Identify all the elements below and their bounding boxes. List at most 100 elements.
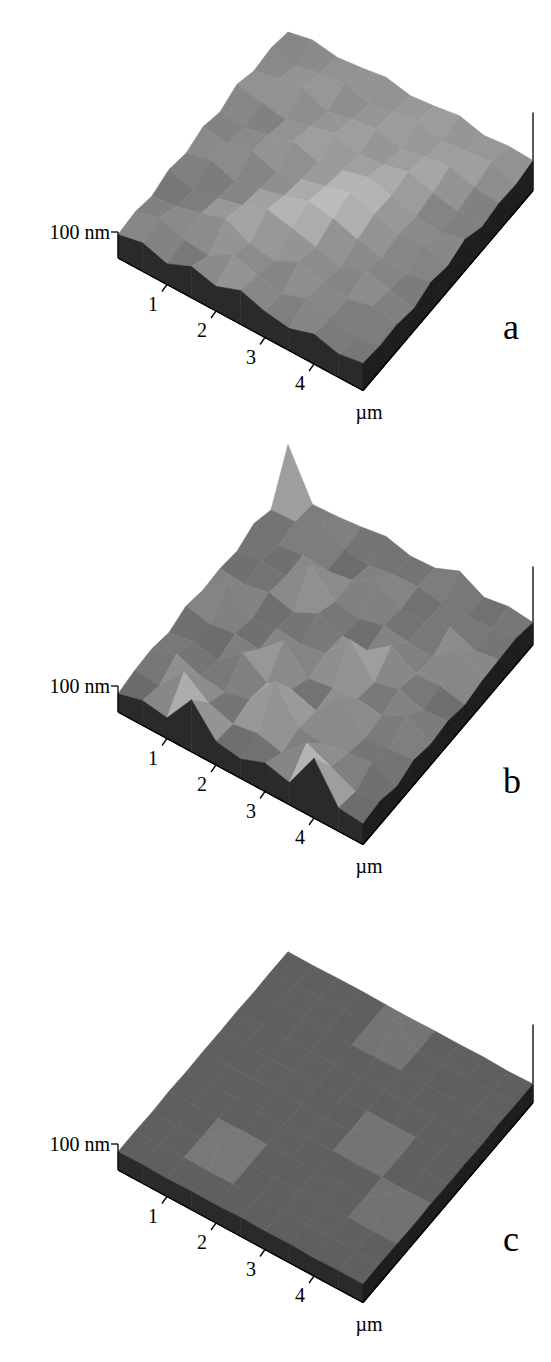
surface-wall (482, 660, 499, 705)
x-tick (211, 765, 216, 772)
y-axis (363, 645, 533, 845)
x-tick-label: 3 (246, 1258, 256, 1280)
surface-wall (265, 1231, 290, 1263)
surface-wall (431, 1184, 448, 1222)
x-tick-label: 4 (295, 372, 305, 394)
surface-wall (339, 808, 364, 845)
x-axis-title: µm (355, 1313, 383, 1336)
surface-wall (397, 760, 414, 805)
x-tick (162, 1197, 167, 1204)
surface-wall (339, 1271, 364, 1303)
x-tick-label: 2 (197, 773, 207, 795)
x-tick (260, 792, 265, 799)
x-axis-title: µm (355, 401, 383, 424)
x-tick-label: 3 (246, 800, 256, 822)
surface-wall (448, 239, 465, 290)
surface-wall (241, 1217, 266, 1249)
surface-wall (380, 1244, 397, 1283)
surface-wall (448, 1164, 465, 1203)
z-tick-label: 100 nm (49, 1133, 110, 1155)
x-axis (118, 712, 363, 845)
surface-wall (167, 264, 192, 298)
surface-wall (290, 329, 315, 364)
surface-wall (167, 1179, 192, 1210)
y-axis (363, 645, 533, 845)
surface-wall (431, 266, 448, 311)
x-tick (211, 1223, 216, 1230)
x-axis (118, 1170, 363, 1303)
surface (118, 444, 533, 844)
y-axis (363, 191, 533, 391)
z-tick (111, 231, 118, 232)
y-axis (363, 1103, 533, 1303)
surface-wall (216, 286, 241, 324)
surface-wall (482, 203, 499, 250)
surface-wall (380, 786, 397, 824)
x-tick-label: 1 (148, 1205, 158, 1227)
surface (118, 952, 533, 1303)
surface-wall (465, 1145, 482, 1183)
x-axis (118, 1170, 363, 1303)
x-tick (309, 818, 314, 825)
surface-wall (448, 705, 465, 745)
x-tick-label: 2 (197, 319, 207, 341)
surface-wall (465, 681, 482, 724)
z-tick-label: 100 nm (49, 675, 110, 697)
x-tick (162, 739, 167, 746)
surface-wall (431, 721, 448, 764)
y-axis (363, 1103, 533, 1303)
surface-wall (363, 346, 380, 391)
surface-wall (216, 742, 241, 779)
z-tick (111, 685, 118, 686)
surface-wall (118, 1152, 143, 1184)
x-tick-label: 1 (148, 747, 158, 769)
surface-wall (143, 1165, 168, 1197)
panel-letter: a (503, 307, 519, 347)
x-tick-label: 2 (197, 1231, 207, 1253)
surface-wall (118, 694, 143, 726)
figure: 1234100 nmµma1234100 nmµmb1234100 nmµmc (0, 0, 551, 1362)
panel-c: 1 2 3 4 100 nm µm c (49, 952, 533, 1336)
x-axis-title: µm (355, 855, 383, 878)
x-tick (309, 364, 314, 371)
z-axis (117, 1144, 118, 1170)
surface-wall (499, 185, 516, 231)
panel-a: 1234100 nmµma (49, 32, 533, 424)
x-tick (309, 1276, 314, 1283)
surface-wall (414, 1204, 431, 1243)
x-axis (118, 258, 363, 391)
panel-letter: c (503, 1219, 519, 1259)
surface-wall (516, 1084, 533, 1123)
x-tick-label: 1 (148, 293, 158, 315)
surface-wall (397, 308, 414, 350)
surface-wall (241, 759, 266, 792)
surface-wall (216, 1205, 241, 1236)
surface-wall (380, 325, 397, 371)
surface-wall (516, 622, 533, 664)
z-axis (117, 686, 118, 712)
surface-wall (167, 700, 192, 752)
x-tick (162, 285, 167, 292)
x-tick (260, 338, 265, 345)
y-axis (363, 191, 533, 391)
panel-b: 1234100 nmµmb (49, 444, 533, 877)
z-tick-label: 100 nm (49, 221, 110, 243)
surface-cell (271, 444, 313, 522)
surface-wall (290, 758, 315, 818)
surface-wall (363, 1264, 380, 1303)
surface-wall (192, 700, 217, 765)
surface-wall (339, 354, 364, 391)
surface-wall (363, 801, 380, 844)
surface-wall (465, 227, 482, 270)
surface-wall (397, 1225, 414, 1263)
x-tick-label: 4 (295, 826, 305, 848)
surface-wall (143, 701, 168, 739)
x-tick (211, 311, 216, 318)
z-axis (117, 232, 118, 258)
surface-wall (499, 1104, 516, 1142)
surface-wall (482, 1124, 499, 1163)
x-tick-label: 4 (295, 1284, 305, 1306)
surface-wall (414, 282, 431, 331)
surface-wall (314, 1258, 339, 1289)
surface-wall (192, 1191, 217, 1223)
